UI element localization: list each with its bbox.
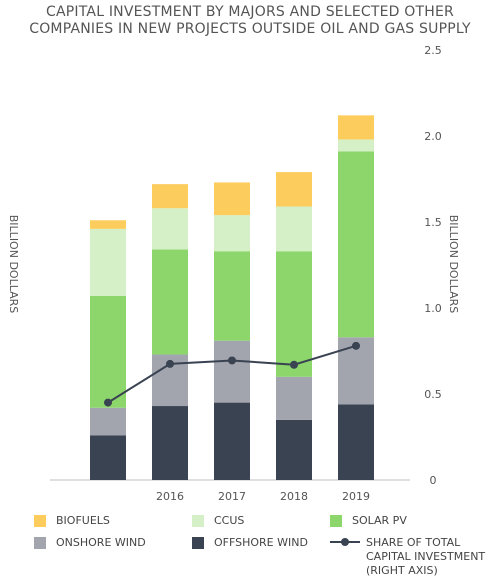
bar-segment-solar-pv (152, 249, 188, 355)
y-axis-label-right: BILLION DOLLARS (447, 215, 460, 313)
legend-item: OFFSHORE WIND (192, 536, 308, 550)
bar-segment-biofuels (90, 220, 126, 229)
x-tick-label: 2017 (218, 490, 246, 503)
bar-segment-offshore-wind (214, 402, 250, 480)
bar-segment-biofuels (152, 184, 188, 209)
legend-swatch (330, 515, 342, 527)
bar-segment-ccus (338, 139, 374, 152)
bar-segment-onshore-wind (276, 376, 312, 420)
y-axis-label-left: BILLION DOLLARS (7, 215, 20, 313)
chart-canvas: BILLION DOLLARS BILLION DOLLARS 0 0.5 1.0 1… (7, 44, 460, 503)
bar-segment-solar-pv (90, 295, 126, 408)
share-point (228, 356, 236, 365)
legend-item: ONSHORE WIND (34, 536, 146, 550)
bar-segment-ccus (90, 228, 126, 296)
bar-segment-offshore-wind (276, 419, 312, 480)
y-tick-label: 0 (430, 474, 437, 487)
chart-title-line-1: CAPITAL INVESTMENT BY MAJORS AND SELECTE… (46, 4, 454, 20)
legend-item: SOLAR PV (330, 514, 407, 528)
bar-segment-onshore-wind (214, 340, 250, 403)
share-point (290, 360, 298, 369)
bar-segment-ccus (214, 215, 250, 252)
plot-area: 0 0.5 1.0 1.5 2.0 2.5 2016 2017 2018 2019 (50, 44, 442, 503)
y-tick-label: 1.0 (424, 302, 442, 315)
chart-title-line-2: COMPANIES IN NEW PROJECTS OUTSIDE OIL AN… (29, 21, 471, 37)
share-point (166, 359, 174, 368)
bar-segment-onshore-wind (90, 407, 126, 436)
chart-title: CAPITAL INVESTMENT BY MAJORS AND SELECTE… (0, 4, 500, 38)
legend-swatch (34, 515, 46, 527)
legend-label: CCUS (214, 514, 245, 527)
legend-label: BIOFUELS (56, 514, 110, 527)
legend-line-marker (330, 536, 360, 548)
legend-item: CCUS (192, 514, 244, 528)
bar-segment-ccus (276, 206, 312, 252)
x-tick-label: 2016 (156, 490, 184, 503)
y-tick-label: 2.5 (424, 44, 442, 57)
y-tick-label: 2.0 (424, 130, 442, 143)
bar-segment-solar-pv (338, 151, 374, 338)
bar-segment-biofuels (338, 115, 374, 140)
bar-segment-offshore-wind (90, 435, 126, 480)
bar-segment-solar-pv (214, 251, 250, 341)
x-tick-label: 2018 (280, 490, 308, 503)
share-point (352, 341, 360, 350)
y-tick-label: 0.5 (424, 388, 442, 401)
y-tick-label: 1.5 (424, 216, 442, 229)
x-tick-label: 2019 (342, 490, 370, 503)
legend-label: ONSHORE WIND (56, 536, 146, 549)
legend-swatch (192, 537, 204, 549)
bar-segment-biofuels (214, 182, 250, 216)
legend-label: OFFSHORE WIND (214, 536, 308, 549)
legend-label: SOLAR PV (352, 514, 407, 527)
share-point (104, 398, 112, 407)
bar-segment-ccus (152, 208, 188, 250)
legend-swatch (192, 515, 204, 527)
legend-label: SHARE OF TOTAL CAPITAL INVESTMENT (RIGHT… (366, 536, 486, 577)
bar-segment-offshore-wind (152, 406, 188, 480)
legend-swatch (34, 537, 46, 549)
legend: BIOFUELS CCUS SOLAR PV ONSHORE WIND OFFSHORE… (0, 508, 500, 577)
bar-segment-biofuels (276, 172, 312, 207)
bar-segment-solar-pv (276, 251, 312, 377)
bar-segment-offshore-wind (338, 404, 374, 480)
legend-item: SHARE OF TOTAL CAPITAL INVESTMENT (RIGHT… (330, 536, 490, 578)
legend-item: BIOFUELS (34, 514, 110, 528)
